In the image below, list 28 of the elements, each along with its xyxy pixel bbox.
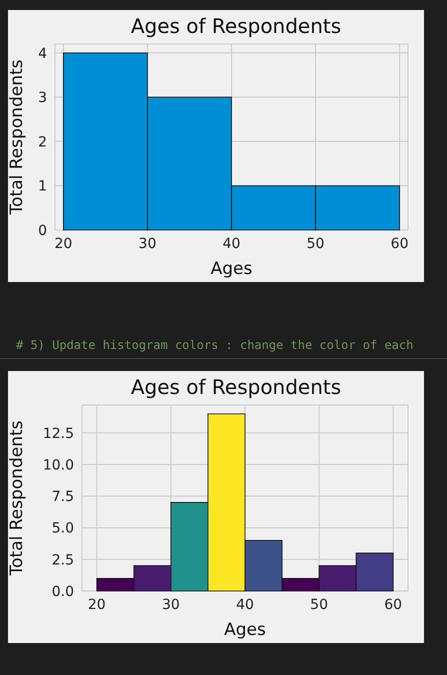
chart-title: Ages of Respondents — [130, 13, 342, 40]
y-axis-title: Total Respondents — [7, 59, 28, 216]
x-tick-label: 50 — [310, 596, 328, 613]
x-tick-label: 30 — [162, 596, 180, 613]
y-tick-label: 4 — [38, 46, 48, 62]
y-tick-label: 0 — [38, 222, 47, 239]
chart-title: Ages of Respondents — [130, 374, 342, 401]
y-tick-label: 1 — [38, 178, 47, 195]
x-tick-label: 40 — [222, 236, 240, 252]
x-tick-label: 60 — [384, 596, 402, 613]
x-tick-label: 20 — [88, 596, 106, 613]
y-tick-label: 5.0 — [52, 520, 74, 537]
x-axis-title: Ages — [210, 259, 253, 279]
y-tick-label: 2.5 — [52, 552, 74, 568]
x-axis-title: Ages — [224, 620, 266, 640]
y-tick-label: 12.5 — [42, 426, 74, 442]
text: # 5) Update histogram colors : change the color of each — [15, 338, 414, 352]
y-tick-label: 7.5 — [52, 489, 74, 506]
x-tick-label: 40 — [236, 596, 254, 613]
y-tick-label: 3 — [38, 90, 47, 106]
x-tick-label: 60 — [390, 236, 409, 252]
y-tick-label: 0.0 — [52, 584, 74, 600]
y-tick-label: 2 — [38, 134, 47, 150]
x-tick-label: 20 — [54, 236, 72, 252]
y-tick-label: 10.0 — [42, 457, 74, 474]
y-axis-title: Total Respondents — [7, 420, 28, 576]
x-tick-label: 50 — [306, 236, 324, 252]
x-tick-label: 30 — [138, 236, 156, 252]
